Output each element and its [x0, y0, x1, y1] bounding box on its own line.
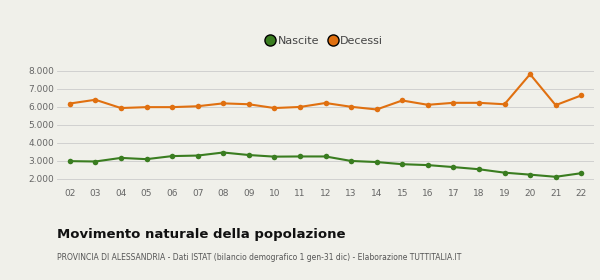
Legend: Nascite, Decessi: Nascite, Decessi [263, 32, 388, 51]
Text: Movimento naturale della popolazione: Movimento naturale della popolazione [57, 228, 346, 241]
Text: PROVINCIA DI ALESSANDRIA - Dati ISTAT (bilancio demografico 1 gen-31 dic) - Elab: PROVINCIA DI ALESSANDRIA - Dati ISTAT (b… [57, 253, 461, 262]
